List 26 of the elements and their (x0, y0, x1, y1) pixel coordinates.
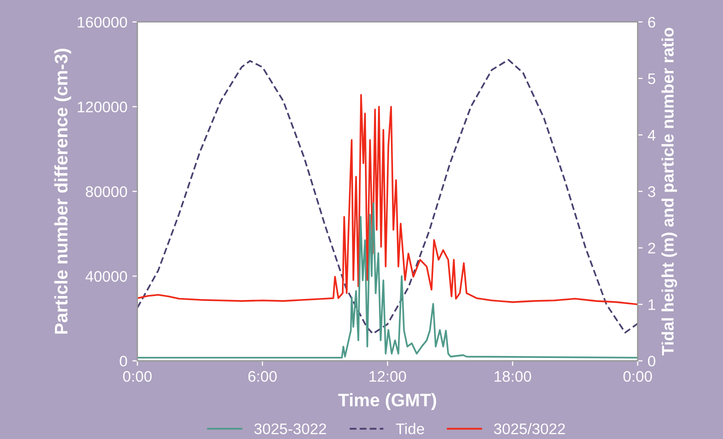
legend-label: 3025-3022 (254, 423, 326, 434)
y2-tick-label: 3 (648, 186, 656, 198)
y-tick-label: 0 (120, 356, 128, 367)
y2-axis-title: Tidal height (m) and particle number ratio (661, 28, 678, 356)
y2-tick-label: 2 (648, 242, 656, 254)
y-tick-label: 160000 (78, 16, 128, 28)
x-tick-label: 6:00 (248, 370, 277, 382)
x-axis-title: Time (GMT) (338, 393, 436, 410)
legend-label: Tide (396, 423, 424, 434)
y2-tick-label: 6 (648, 16, 656, 28)
y2-tick-label: 1 (648, 299, 656, 310)
y-axis-title: Particle number difference (cm-3) (54, 48, 72, 334)
x-tick-label: 0:00 (623, 370, 652, 382)
y-tick-label: 120000 (78, 102, 128, 112)
line-series (137, 58, 638, 335)
y2-tick-label: 5 (648, 73, 656, 84)
y-tick-label: 40000 (86, 271, 128, 282)
y-tick-label: 80000 (86, 186, 128, 198)
line-series (137, 202, 638, 359)
y2-tick-label: 4 (648, 130, 656, 140)
x-tick-label: 18:00 (494, 370, 532, 382)
x-tick-label: 0:00 (123, 370, 152, 382)
x-tick-label: 12:00 (370, 370, 406, 382)
line-series (137, 94, 638, 306)
y2-tick-label: 0 (648, 356, 656, 367)
legend-label: 3025/3022 (494, 423, 565, 434)
